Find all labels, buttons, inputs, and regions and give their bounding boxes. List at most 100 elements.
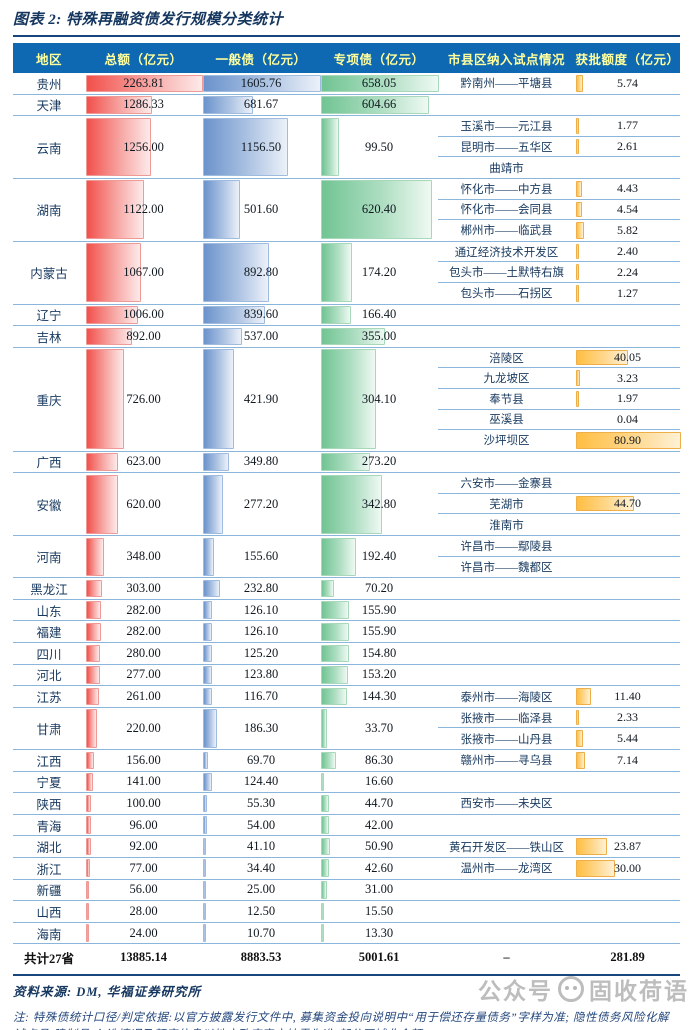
- general-value: 34.40: [246, 860, 276, 875]
- pilot-name-cell: [438, 621, 575, 642]
- special-value: 154.80: [361, 645, 397, 660]
- region-cell: 安徽: [13, 473, 85, 535]
- quota-data-bar: [576, 349, 628, 366]
- general-data-bar: [203, 579, 221, 598]
- quota-cell: 2.24: [575, 262, 680, 282]
- total-data-bar: [86, 74, 203, 93]
- general-value: 501.60: [243, 202, 279, 217]
- total-region-label: 共计27省: [23, 951, 74, 966]
- special-data-bar: [321, 327, 385, 346]
- total-data-bar: [86, 117, 151, 177]
- pilot-subrows: 黄石开发区——铁山区 23.87: [438, 836, 680, 857]
- total-value: 77.00: [129, 860, 158, 875]
- special-value: 342.80: [361, 496, 397, 511]
- quota-cell: [575, 665, 680, 686]
- total-bar-cell: 220.00: [85, 708, 202, 749]
- general-bar-cell: 155.60: [202, 536, 320, 577]
- quota-value: 2.61: [617, 139, 638, 154]
- pilot-subrow: [438, 326, 680, 347]
- quota-data-bar: [576, 138, 580, 155]
- general-value: 126.10: [243, 602, 279, 617]
- general-data-bar: [203, 902, 206, 921]
- header-total: 总额（亿元）: [104, 52, 183, 67]
- special-value: 174.20: [361, 265, 397, 280]
- quota-data-bar: [576, 118, 579, 134]
- special-bar-cell: 355.00: [320, 326, 438, 347]
- pilot-subrows: 涪陵区 40.05 九龙坡区 3.23 奉节县 1.97 巫溪县 0.04 沙坪坝区 80.90: [438, 348, 681, 451]
- special-data-bar: [321, 816, 329, 834]
- general-value: 421.90: [243, 391, 279, 406]
- quota-value: 7.14: [617, 752, 638, 767]
- quota-cell: 2.33: [575, 708, 680, 728]
- total-data-bar: [86, 327, 133, 346]
- total-bar-cell: 1006.00: [85, 305, 202, 326]
- quota-cell: 5.82: [575, 220, 680, 241]
- special-data-bar: [321, 74, 439, 93]
- general-data-bar: [203, 180, 240, 240]
- pilot-subrow: [438, 772, 680, 793]
- pilot-subrow: 沙坪坝区 80.90: [438, 430, 681, 451]
- quota-data-bar: [576, 859, 615, 877]
- total-bar-cell: 726.00: [85, 348, 202, 451]
- quota-cell: [575, 793, 680, 814]
- total-value: 282.00: [126, 624, 161, 639]
- general-data-bar: [203, 666, 213, 684]
- special-data-bar: [321, 709, 328, 748]
- total-value: 28.00: [129, 903, 158, 918]
- general-bar-cell: 501.60: [202, 179, 320, 241]
- region-label: 广西: [36, 456, 62, 471]
- general-data-bar: [203, 859, 206, 878]
- province-row-group: 安徽 620.00 277.20 342.80 六安市——金寨县 芜湖市 44.70 淮南市: [13, 473, 680, 537]
- pilot-subrows: [438, 772, 680, 793]
- general-value: 1156.50: [240, 139, 282, 154]
- special-bar-cell: 50.90: [320, 836, 438, 857]
- pilot-subrows: [438, 600, 680, 621]
- special-bar-cell: 44.70: [320, 793, 438, 814]
- special-data-bar: [321, 924, 324, 942]
- special-value: 604.66: [361, 97, 397, 112]
- pilot-name-cell: 黄石开发区——铁山区: [438, 836, 575, 857]
- total-value: 141.00: [126, 774, 161, 789]
- total-data-bar: [86, 687, 100, 706]
- pilot-subrow: [438, 880, 680, 901]
- pilot-subrow: 昆明市——五华区 2.61: [438, 137, 680, 158]
- quota-cell: 80.90: [575, 430, 681, 451]
- pilot-name-cell: [438, 305, 575, 326]
- pilot-subrow: [438, 621, 680, 642]
- pilot-subrow: 曲靖市: [438, 157, 680, 178]
- quota-cell: [575, 326, 680, 347]
- general-data-bar: [203, 74, 321, 93]
- total-data-bar: [86, 622, 101, 641]
- total-bar-cell: 282.00: [85, 600, 202, 621]
- pilot-subrows: 玉溪市——元江县 1.77 昆明市——五华区 2.61 曲靖市: [438, 116, 680, 178]
- total-data-bar: [86, 859, 90, 878]
- special-bar-cell: 192.40: [320, 536, 438, 577]
- total-bar-cell: 77.00: [85, 858, 202, 879]
- quota-cell: 1.77: [575, 116, 680, 136]
- pilot-name-cell: [438, 578, 575, 599]
- total-bar-cell: 1122.00: [85, 179, 202, 241]
- quota-value: 11.40: [614, 689, 641, 704]
- header-pilot: 市县区纳入试点情况: [447, 52, 565, 67]
- total-bar-cell: 92.00: [85, 836, 202, 857]
- pilot-name-cell: 赣州市——寻乌县: [438, 750, 575, 771]
- quota-data-bar: [576, 370, 581, 386]
- special-bar-cell: 16.60: [320, 772, 438, 793]
- region-label: 浙江: [36, 862, 62, 877]
- pilot-name-cell: 许昌市——鄢陵县: [438, 536, 575, 556]
- pilot-subrows: [438, 880, 680, 901]
- quota-cell: [575, 923, 680, 944]
- region-cell: 吉林: [13, 326, 85, 347]
- special-bar-cell: 154.80: [320, 643, 438, 664]
- quota-value: 5.82: [617, 222, 638, 237]
- special-value: 86.30: [364, 752, 394, 767]
- pilot-name-cell: 九龙坡区: [438, 368, 575, 388]
- pilot-subrow: [438, 815, 680, 836]
- total-bar-cell: 56.00: [85, 880, 202, 901]
- total-bar-cell: 277.00: [85, 665, 202, 686]
- region-cell: 贵州: [13, 73, 85, 94]
- special-bar-cell: 86.30: [320, 750, 438, 771]
- pilot-subrow: 通辽经济技术开发区 2.40: [438, 242, 680, 263]
- pilot-name-cell: 昆明市——五华区: [438, 137, 575, 157]
- special-data-bar: [321, 751, 337, 770]
